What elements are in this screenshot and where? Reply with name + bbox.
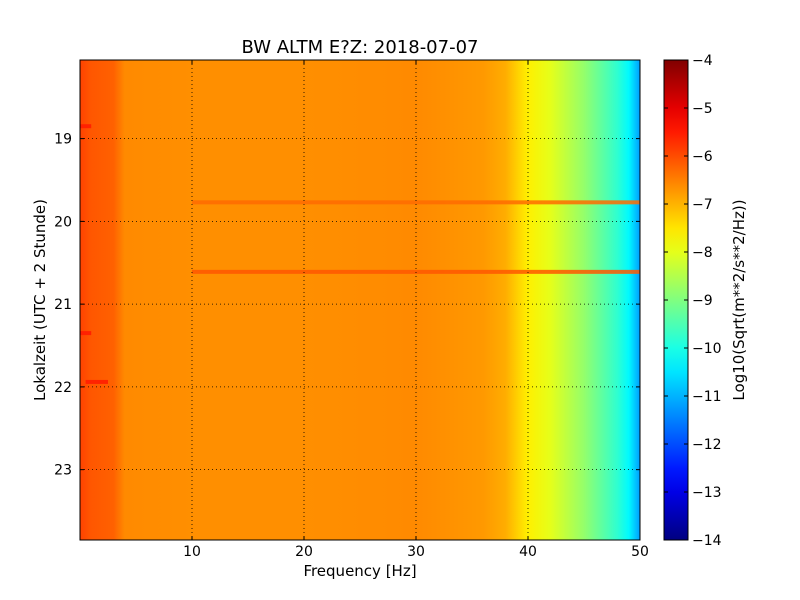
y-tick-label: 23 bbox=[54, 463, 72, 479]
y-tick-label: 21 bbox=[54, 297, 72, 313]
colorbar-ticks: −4 −5 −6 −7 −8 −9 −10 −11 −12 −13 −14 bbox=[664, 53, 722, 549]
x-tick-label: 10 bbox=[183, 544, 201, 560]
x-tick-label: 40 bbox=[519, 544, 537, 560]
grid-lines bbox=[80, 60, 640, 540]
colorbar: −4 −5 −6 −7 −8 −9 −10 −11 −12 −13 −14 bbox=[663, 53, 722, 549]
colorbar-tick-label: −4 bbox=[692, 53, 713, 69]
y-axis-label: Lokalzeit (UTC + 2 Stunde) bbox=[31, 199, 49, 401]
spectral-feature-line bbox=[80, 124, 92, 129]
x-tick-label: 50 bbox=[631, 544, 649, 560]
spectrogram-image bbox=[80, 60, 640, 540]
colorbar-tick-label: −9 bbox=[692, 293, 713, 309]
colorbar-tick-label: −7 bbox=[692, 197, 713, 213]
colorbar-tick-label: −14 bbox=[692, 533, 722, 549]
x-axis-label: Frequency [Hz] bbox=[303, 562, 416, 580]
colorbar-tick-label: −13 bbox=[692, 485, 722, 501]
plot-frame bbox=[79, 59, 641, 541]
y-tick-label: 20 bbox=[54, 214, 72, 230]
colorbar-tick-label: −5 bbox=[692, 101, 713, 117]
colorbar-label: Log10(Sqrt(m**2/s**2/Hz)) bbox=[730, 199, 748, 400]
colorbar-tick-label: −6 bbox=[692, 149, 713, 165]
y-axis-ticks: 19 20 21 22 23 bbox=[54, 132, 640, 479]
x-tick-label: 30 bbox=[407, 544, 425, 560]
spectral-feature-line bbox=[192, 269, 640, 274]
spectral-feature-line bbox=[192, 200, 640, 205]
spectral-feature-line bbox=[80, 331, 92, 336]
colorbar-tick-label: −10 bbox=[692, 341, 722, 357]
colorbar-tick-label: −11 bbox=[692, 389, 722, 405]
y-tick-label: 19 bbox=[54, 132, 72, 148]
chart-title: BW ALTM E?Z: 2018-07-07 bbox=[242, 37, 479, 58]
colorbar-tick-label: −8 bbox=[692, 245, 713, 261]
spectral-feature-line bbox=[85, 379, 108, 384]
colorbar-tick-label: −12 bbox=[692, 437, 722, 453]
spectral-features bbox=[80, 124, 640, 384]
x-axis-ticks: 10 20 30 40 50 bbox=[183, 60, 649, 560]
y-tick-label: 22 bbox=[54, 380, 72, 396]
x-tick-label: 20 bbox=[295, 544, 313, 560]
plot-area: 10 20 30 40 50 19 20 21 22 23 bbox=[54, 59, 649, 560]
